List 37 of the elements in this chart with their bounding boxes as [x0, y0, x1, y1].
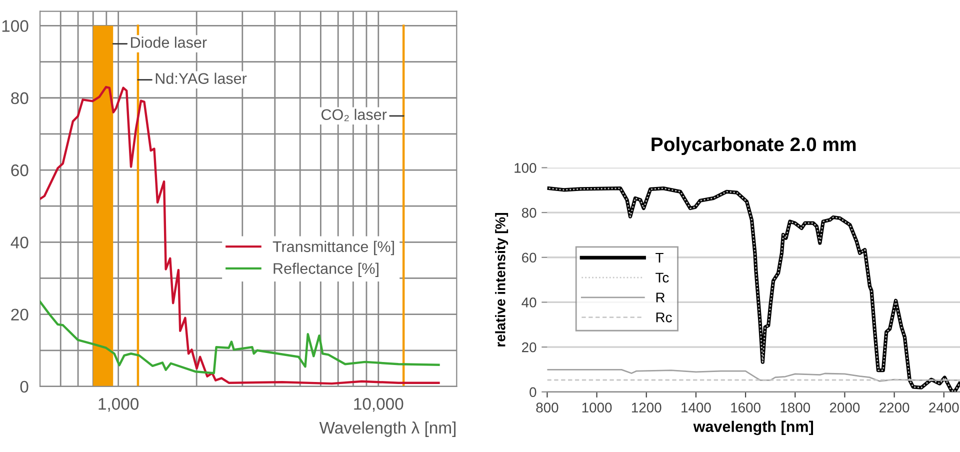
x-axis-title: wavelength [nm] — [693, 420, 814, 436]
x-tick-label: 10,000 — [354, 398, 404, 412]
y-tick-label: 40 — [522, 298, 536, 308]
x-tick-label: 1,000 — [98, 398, 139, 412]
x-tick-label: 800 — [536, 402, 558, 413]
y-tick-label: 0 — [530, 387, 536, 398]
legend-label: T — [656, 252, 664, 263]
x-tick-label: 1600 — [731, 402, 760, 413]
x-tick-label: 1800 — [780, 402, 810, 413]
legend-label: R — [656, 292, 665, 302]
legend-label: Tc — [656, 272, 669, 283]
x-tick-label: 2200 — [880, 402, 910, 413]
x-tick-label: 2400 — [929, 402, 959, 413]
ref-line-label: CO₂ laser — [321, 108, 387, 122]
y-tick-label: 40 — [10, 236, 28, 248]
legend-label: Reflectance [%] — [274, 262, 378, 277]
x-tick-label: 2000 — [830, 402, 860, 413]
legend-label: Rc — [656, 312, 672, 322]
x-tick-label: 1400 — [682, 402, 711, 413]
x-axis-title: Wavelength λ [nm] — [319, 421, 456, 437]
y-tick-label: 60 — [11, 164, 28, 176]
y-tick-label: 80 — [11, 92, 28, 104]
x-tick-label: 1200 — [632, 402, 662, 413]
band-label: Diode laser — [131, 36, 207, 48]
y-tick-label: 60 — [522, 252, 536, 263]
y-axis-title: relative intensity [%] — [495, 213, 508, 346]
chart-title: Polycarbonate 2.0 mm — [652, 136, 856, 156]
y-tick-label: 80 — [522, 208, 536, 218]
y-tick-label: 100 — [2, 20, 28, 32]
x-tick-label: 1000 — [582, 402, 612, 413]
y-tick-label: 20 — [522, 342, 536, 352]
y-tick-label: 0 — [20, 380, 28, 393]
y-tick-label: 100 — [514, 163, 536, 173]
ref-line-label: Nd:YAG laser — [156, 72, 247, 84]
line-series — [547, 368, 960, 382]
legend-label: Transmittance [%] — [272, 240, 394, 256]
y-tick-label: 20 — [11, 308, 28, 321]
